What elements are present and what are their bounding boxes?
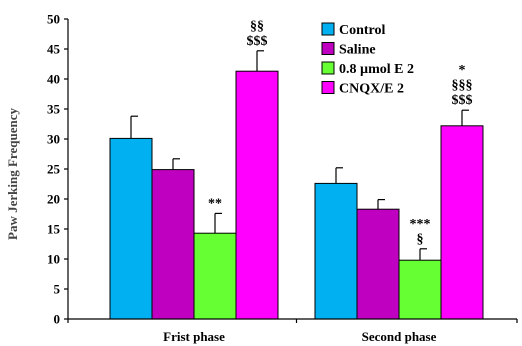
y-tick-label: 5 [54,282,61,297]
y-tick-label: 15 [47,222,61,237]
significance-annotations: **§§$$$***§*§§§$$$ [208,19,473,247]
bar [235,70,279,320]
legend: Control Saline 0.8 µmol E 2 CNQX/E 2 [321,22,414,97]
bar [151,169,195,320]
x-category-labels: Frist phase Second phase [163,329,436,344]
bar [440,125,484,320]
legend-swatch [321,61,335,75]
bar [314,182,358,320]
significance-label: §§ [250,19,264,34]
legend-label: Saline [339,43,376,58]
bar [193,232,237,320]
bar [398,259,442,320]
legend-swatch [321,81,335,94]
bar [109,137,153,320]
x-category-label: Second phase [362,329,437,344]
y-tick-label: 50 [47,12,60,27]
significance-label: $$$ [247,34,268,49]
axes [67,19,518,323]
y-axis-title-group: Paw Jerking Frequency [5,108,20,240]
y-ticks: 0 5 10 15 20 25 30 35 40 45 50 [47,12,68,327]
y-axis-title: Paw Jerking Frequency [5,108,20,240]
significance-label: § [417,232,424,247]
legend-label: Control [339,23,386,38]
significance-label: ** [208,196,222,211]
x-category-label: Frist phase [163,329,225,344]
legend-label: CNQX/E 2 [339,82,404,97]
y-tick-label: 0 [54,312,61,327]
significance-label: *** [410,217,431,232]
legend-swatch [321,42,335,55]
significance-label: $$$ [452,93,473,108]
y-tick-label: 30 [47,132,60,147]
significance-label: * [459,63,466,78]
y-tick-label: 20 [47,192,60,207]
legend-swatch [321,22,335,36]
y-tick-label: 45 [47,42,61,57]
y-tick-label: 35 [47,102,61,117]
bar [356,208,400,320]
y-tick-label: 25 [47,162,61,177]
significance-label: §§§ [452,78,473,93]
legend-label: 0.8 µmol E 2 [339,62,414,77]
y-tick-label: 10 [47,252,60,267]
bars [109,70,484,320]
error-bars [130,50,469,261]
y-tick-label: 40 [47,72,60,87]
